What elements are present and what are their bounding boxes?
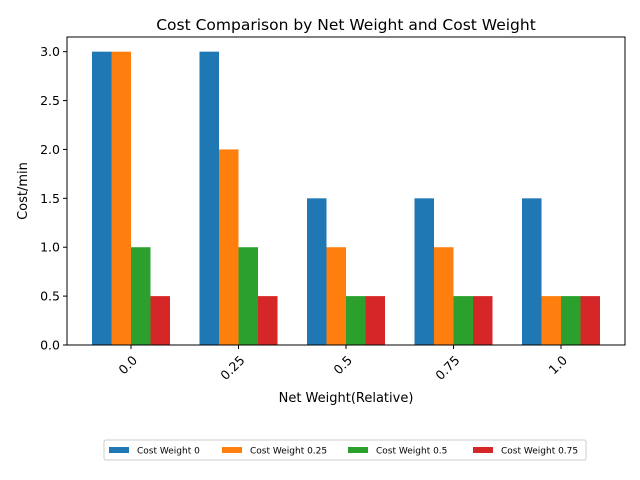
y-tick-label: 1.5: [40, 191, 60, 206]
y-tick-label: 3.0: [40, 44, 60, 59]
x-axis: 0.0 0.25 0.5 0.75 1.0: [115, 345, 570, 383]
legend-label: Cost Weight 0.5: [376, 447, 447, 457]
legend-swatch: [348, 447, 368, 453]
bar-1.0-series-0: [522, 198, 542, 345]
bar-0.25-series-3: [258, 296, 278, 345]
x-tick-label: 0.25: [217, 353, 247, 383]
bar-0.25-series-2: [238, 247, 258, 345]
x-tick-label: 0.5: [330, 353, 355, 378]
legend-label: Cost Weight 0.25: [250, 447, 327, 457]
bar-0.0-series-1: [111, 51, 131, 346]
y-tick-label: 2.0: [40, 142, 60, 157]
bar-0.75-series-0: [414, 198, 434, 345]
legend-label: Cost Weight 0.75: [501, 447, 578, 457]
bar-0.75-series-1: [434, 247, 454, 345]
bar-1.0-series-1: [541, 296, 561, 345]
y-axis-label: Cost/min: [16, 162, 31, 220]
y-tick-label: 2.5: [40, 93, 60, 108]
bar-0.5-series-3: [365, 296, 385, 345]
legend-frame: [103, 439, 587, 461]
bar-0.0-series-3: [150, 296, 170, 345]
bar-0.5-series-2: [346, 296, 366, 345]
x-tick-label: 0.0: [115, 352, 140, 377]
bars-group: [92, 51, 600, 346]
bar-0.75-series-2: [453, 296, 473, 345]
bar-0.25-series-1: [219, 149, 239, 345]
y-axis: 0.0 0.5 1.0 1.5 2.0 2.5 3.0: [40, 44, 67, 353]
legend: Cost Weight 0 Cost Weight 0.25 Cost Weight…: [103, 439, 587, 461]
legend-swatch: [222, 447, 242, 453]
x-tick-label: 0.75: [432, 353, 462, 383]
bar-0.0-series-0: [92, 51, 112, 346]
chart-title: Cost Comparison by Net Weight and Cost W…: [156, 16, 536, 34]
bar-0.25-series-0: [199, 51, 219, 346]
bar-0.0-series-2: [131, 247, 151, 345]
bar-0.5-series-0: [307, 198, 327, 345]
bar-1.0-series-2: [561, 296, 581, 345]
x-tick-label: 1.0: [545, 352, 570, 377]
bar-0.75-series-3: [473, 296, 493, 345]
x-axis-label: Net Weight(Relative): [279, 391, 414, 406]
legend-label: Cost Weight 0: [137, 447, 200, 457]
y-tick-label: 0.5: [40, 289, 60, 304]
y-tick-label: 0.0: [40, 338, 60, 353]
bar-1.0-series-3: [580, 296, 600, 345]
legend-swatch: [109, 447, 129, 453]
legend-swatch: [473, 447, 493, 453]
bar-0.5-series-1: [326, 247, 346, 345]
y-tick-label: 1.0: [40, 240, 60, 255]
